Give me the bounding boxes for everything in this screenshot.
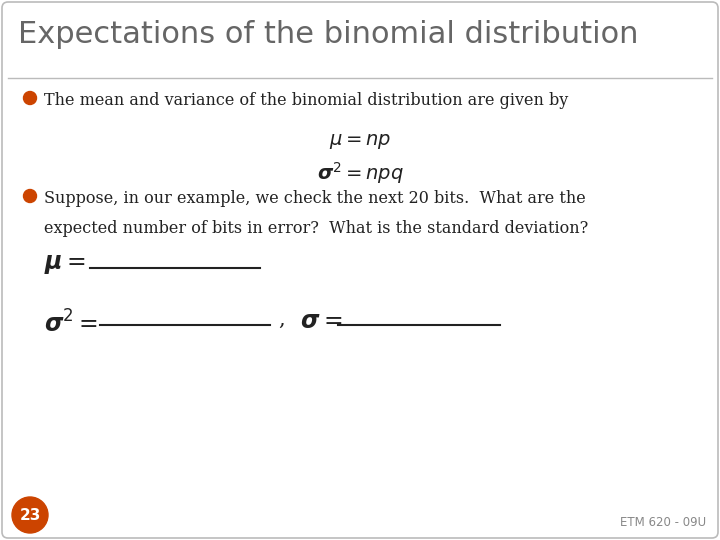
Text: ,: , (278, 310, 284, 329)
Circle shape (24, 91, 37, 105)
Text: $\boldsymbol{\sigma}^2=$: $\boldsymbol{\sigma}^2=$ (44, 310, 98, 337)
Text: $\boldsymbol{\sigma}^2 = npq$: $\boldsymbol{\sigma}^2 = npq$ (317, 160, 403, 186)
Circle shape (12, 497, 48, 533)
Text: $\boldsymbol{\sigma}=$: $\boldsymbol{\sigma}=$ (300, 310, 342, 333)
Text: expected number of bits in error?  What is the standard deviation?: expected number of bits in error? What i… (44, 220, 588, 237)
Text: Suppose, in our example, we check the next 20 bits.  What are the: Suppose, in our example, we check the ne… (44, 190, 586, 207)
Text: Expectations of the binomial distribution: Expectations of the binomial distributio… (18, 20, 639, 49)
Text: 23: 23 (19, 508, 41, 523)
Text: ETM 620 - 09U: ETM 620 - 09U (620, 516, 706, 529)
Text: $\mu = np$: $\mu = np$ (329, 132, 391, 151)
Text: The mean and variance of the binomial distribution are given by: The mean and variance of the binomial di… (44, 92, 568, 109)
Text: $\boldsymbol{\mu}=$: $\boldsymbol{\mu}=$ (44, 253, 86, 276)
Circle shape (24, 190, 37, 202)
